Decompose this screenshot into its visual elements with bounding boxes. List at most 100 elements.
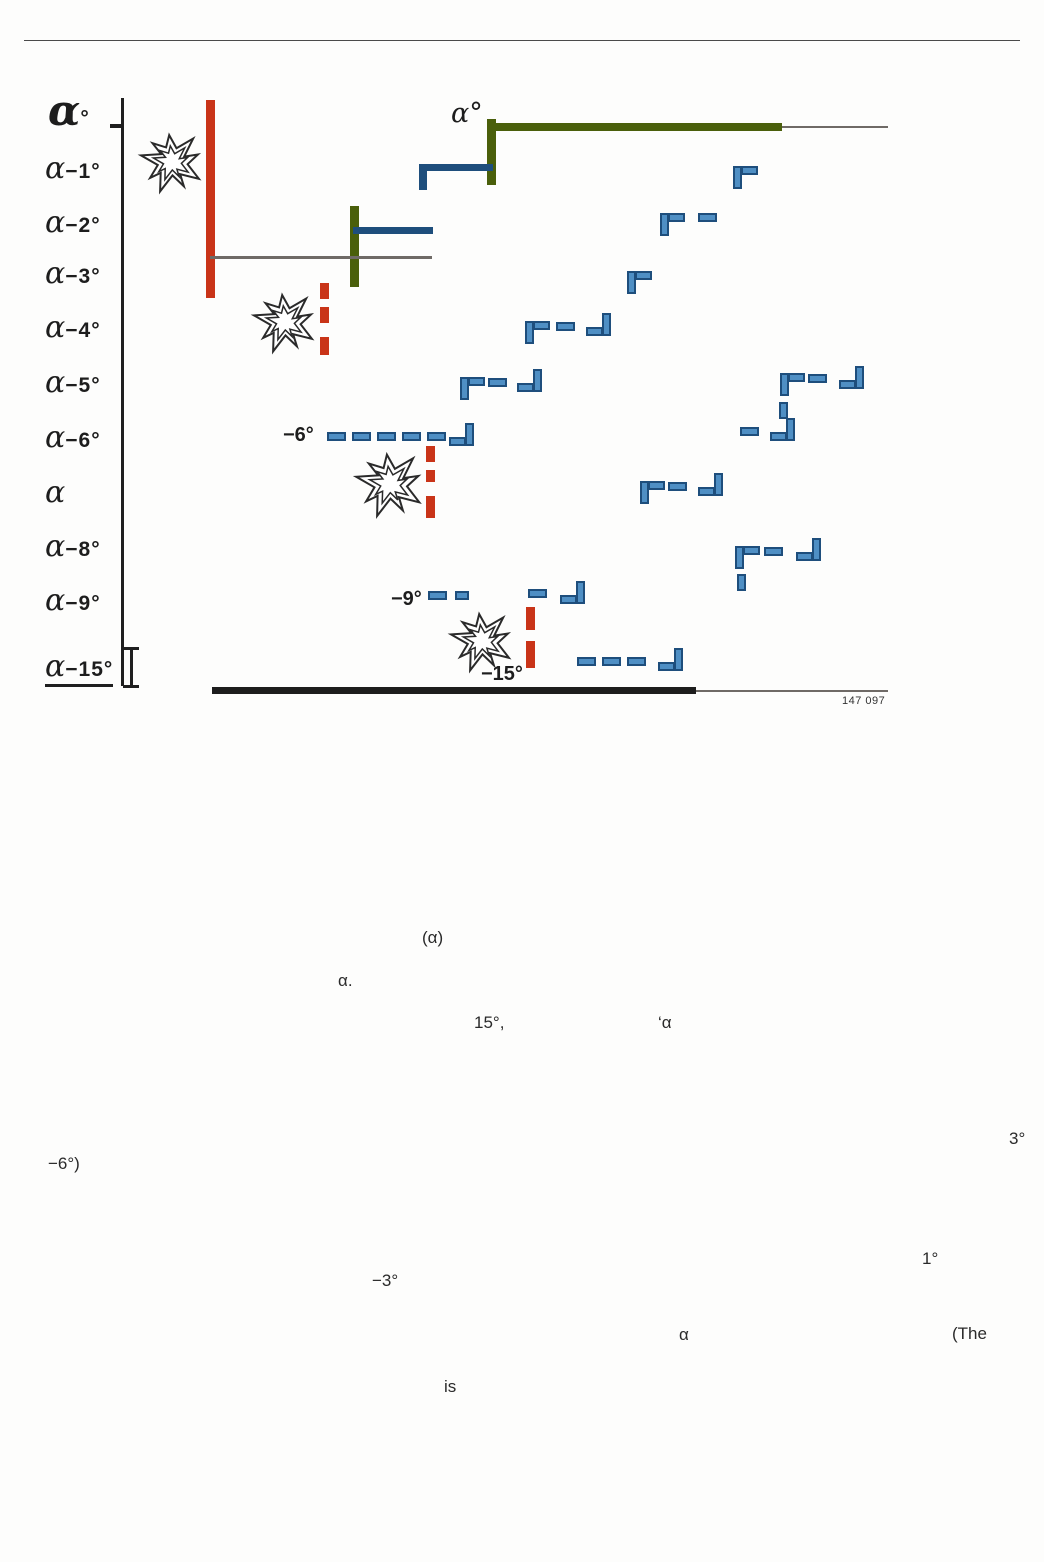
red-dash — [320, 307, 329, 323]
text-fragment: (α) — [422, 928, 444, 947]
blue-step-dash — [627, 657, 646, 666]
corner-segment — [839, 380, 856, 389]
blue-step-dash — [764, 547, 783, 556]
axis-label-suffix: −15° — [65, 658, 114, 681]
blue-step-corner-dl — [525, 321, 550, 344]
axis-label-suffix: −1° — [65, 160, 101, 183]
alpha-symbol: α — [45, 583, 66, 618]
trace-line — [696, 690, 888, 692]
corner-segment — [770, 432, 787, 441]
corner-segment — [812, 538, 821, 561]
trace-line — [419, 164, 427, 190]
color-bar — [487, 119, 496, 185]
trace-line — [212, 687, 696, 694]
blue-step-dash — [455, 591, 469, 600]
text-fragment: (The — [952, 1324, 987, 1343]
blue-step-dash — [668, 482, 687, 491]
corner-segment — [796, 552, 813, 561]
alpha-symbol: α — [45, 365, 66, 400]
text-fragment: 3° — [1009, 1129, 1026, 1148]
corner-segment — [635, 271, 652, 280]
alpha-symbol: α — [45, 151, 66, 186]
corner-segment — [525, 321, 534, 344]
star-outline — [137, 132, 202, 195]
starburst-icon — [250, 292, 315, 355]
text-fragment: α. — [338, 971, 353, 990]
trace-line — [353, 227, 433, 234]
trace-line — [210, 256, 432, 259]
star-inner-outline — [460, 622, 501, 661]
alpha-symbol: α — [45, 649, 66, 684]
axis-label-suffix: −8° — [65, 538, 101, 561]
blue-step-corner-ur — [839, 366, 864, 389]
corner-segment — [788, 373, 805, 382]
caliper-mark-top — [123, 647, 139, 650]
blue-step-dash — [556, 322, 575, 331]
star-inner-outline — [367, 464, 410, 506]
corner-segment — [648, 481, 665, 490]
corner-segment — [449, 437, 466, 446]
blue-step-corner-dl — [735, 546, 760, 569]
page-top-rule — [24, 40, 1020, 41]
color-bar — [206, 100, 215, 298]
axis-label: α° — [48, 87, 90, 134]
trace-line — [494, 123, 782, 131]
blue-step-corner-ur — [586, 313, 611, 336]
corner-segment — [533, 369, 542, 392]
blue-step-corner-ur — [449, 423, 474, 446]
corner-segment — [627, 271, 636, 294]
color-bar — [350, 206, 359, 287]
figure-number: 147 097 — [842, 695, 886, 707]
axis-label: α−5° — [45, 366, 101, 399]
blue-step-corner-ur — [560, 581, 585, 604]
star-outline — [250, 292, 315, 355]
corner-segment — [735, 546, 744, 569]
blue-step-corner-dl — [780, 373, 805, 396]
corner-segment — [460, 377, 469, 400]
blue-step-corner-ur — [517, 369, 542, 392]
corner-segment — [465, 423, 474, 446]
alpha-symbol: α — [45, 205, 66, 240]
blue-step-corner-ur — [796, 538, 821, 561]
corner-segment — [855, 366, 864, 389]
blue-step-dash — [327, 432, 346, 441]
blue-step-corner-dl — [660, 213, 685, 236]
red-dash — [320, 283, 329, 299]
text-fragment: −6°) — [48, 1154, 80, 1173]
blue-step-dash — [808, 374, 827, 383]
blue-step-dash — [528, 589, 547, 598]
blue-step-dash — [740, 427, 759, 436]
text-fragment: ‘α — [658, 1013, 672, 1032]
red-dash — [426, 470, 435, 482]
star-inner-outline — [263, 303, 304, 342]
axis-label: α−2° — [45, 206, 101, 239]
blue-step-corner-dl — [640, 481, 665, 504]
inline-label: α° — [451, 98, 483, 129]
corner-segment — [714, 473, 723, 496]
blue-step-corner-dl — [733, 166, 758, 189]
corner-segment — [674, 648, 683, 671]
trace-line — [419, 164, 493, 171]
blue-step-corner-dl — [460, 377, 485, 400]
alpha-symbol: α — [45, 529, 66, 564]
corner-segment — [780, 373, 789, 396]
star-outline — [447, 611, 512, 674]
inline-label: −15° — [481, 663, 523, 685]
axis-label: α — [45, 476, 65, 509]
blue-step-corner-ur — [698, 473, 723, 496]
y-axis-line — [121, 98, 124, 686]
corner-segment — [786, 418, 795, 441]
corner-segment — [743, 546, 760, 555]
alpha-symbol: α — [45, 420, 66, 455]
corner-segment — [517, 383, 534, 392]
blue-step-dash — [352, 432, 371, 441]
axis-label: α−9° — [45, 584, 101, 617]
axis-label-suffix: −6° — [65, 429, 101, 452]
axis-label-suffix: −4° — [65, 319, 101, 342]
axis-label-suffix: −3° — [65, 265, 101, 288]
corner-segment — [602, 313, 611, 336]
blue-step-nub — [779, 402, 788, 419]
y-axis-top-tick — [110, 124, 122, 128]
star-inner-outline — [150, 143, 191, 182]
axis-label: α−6° — [45, 421, 101, 454]
